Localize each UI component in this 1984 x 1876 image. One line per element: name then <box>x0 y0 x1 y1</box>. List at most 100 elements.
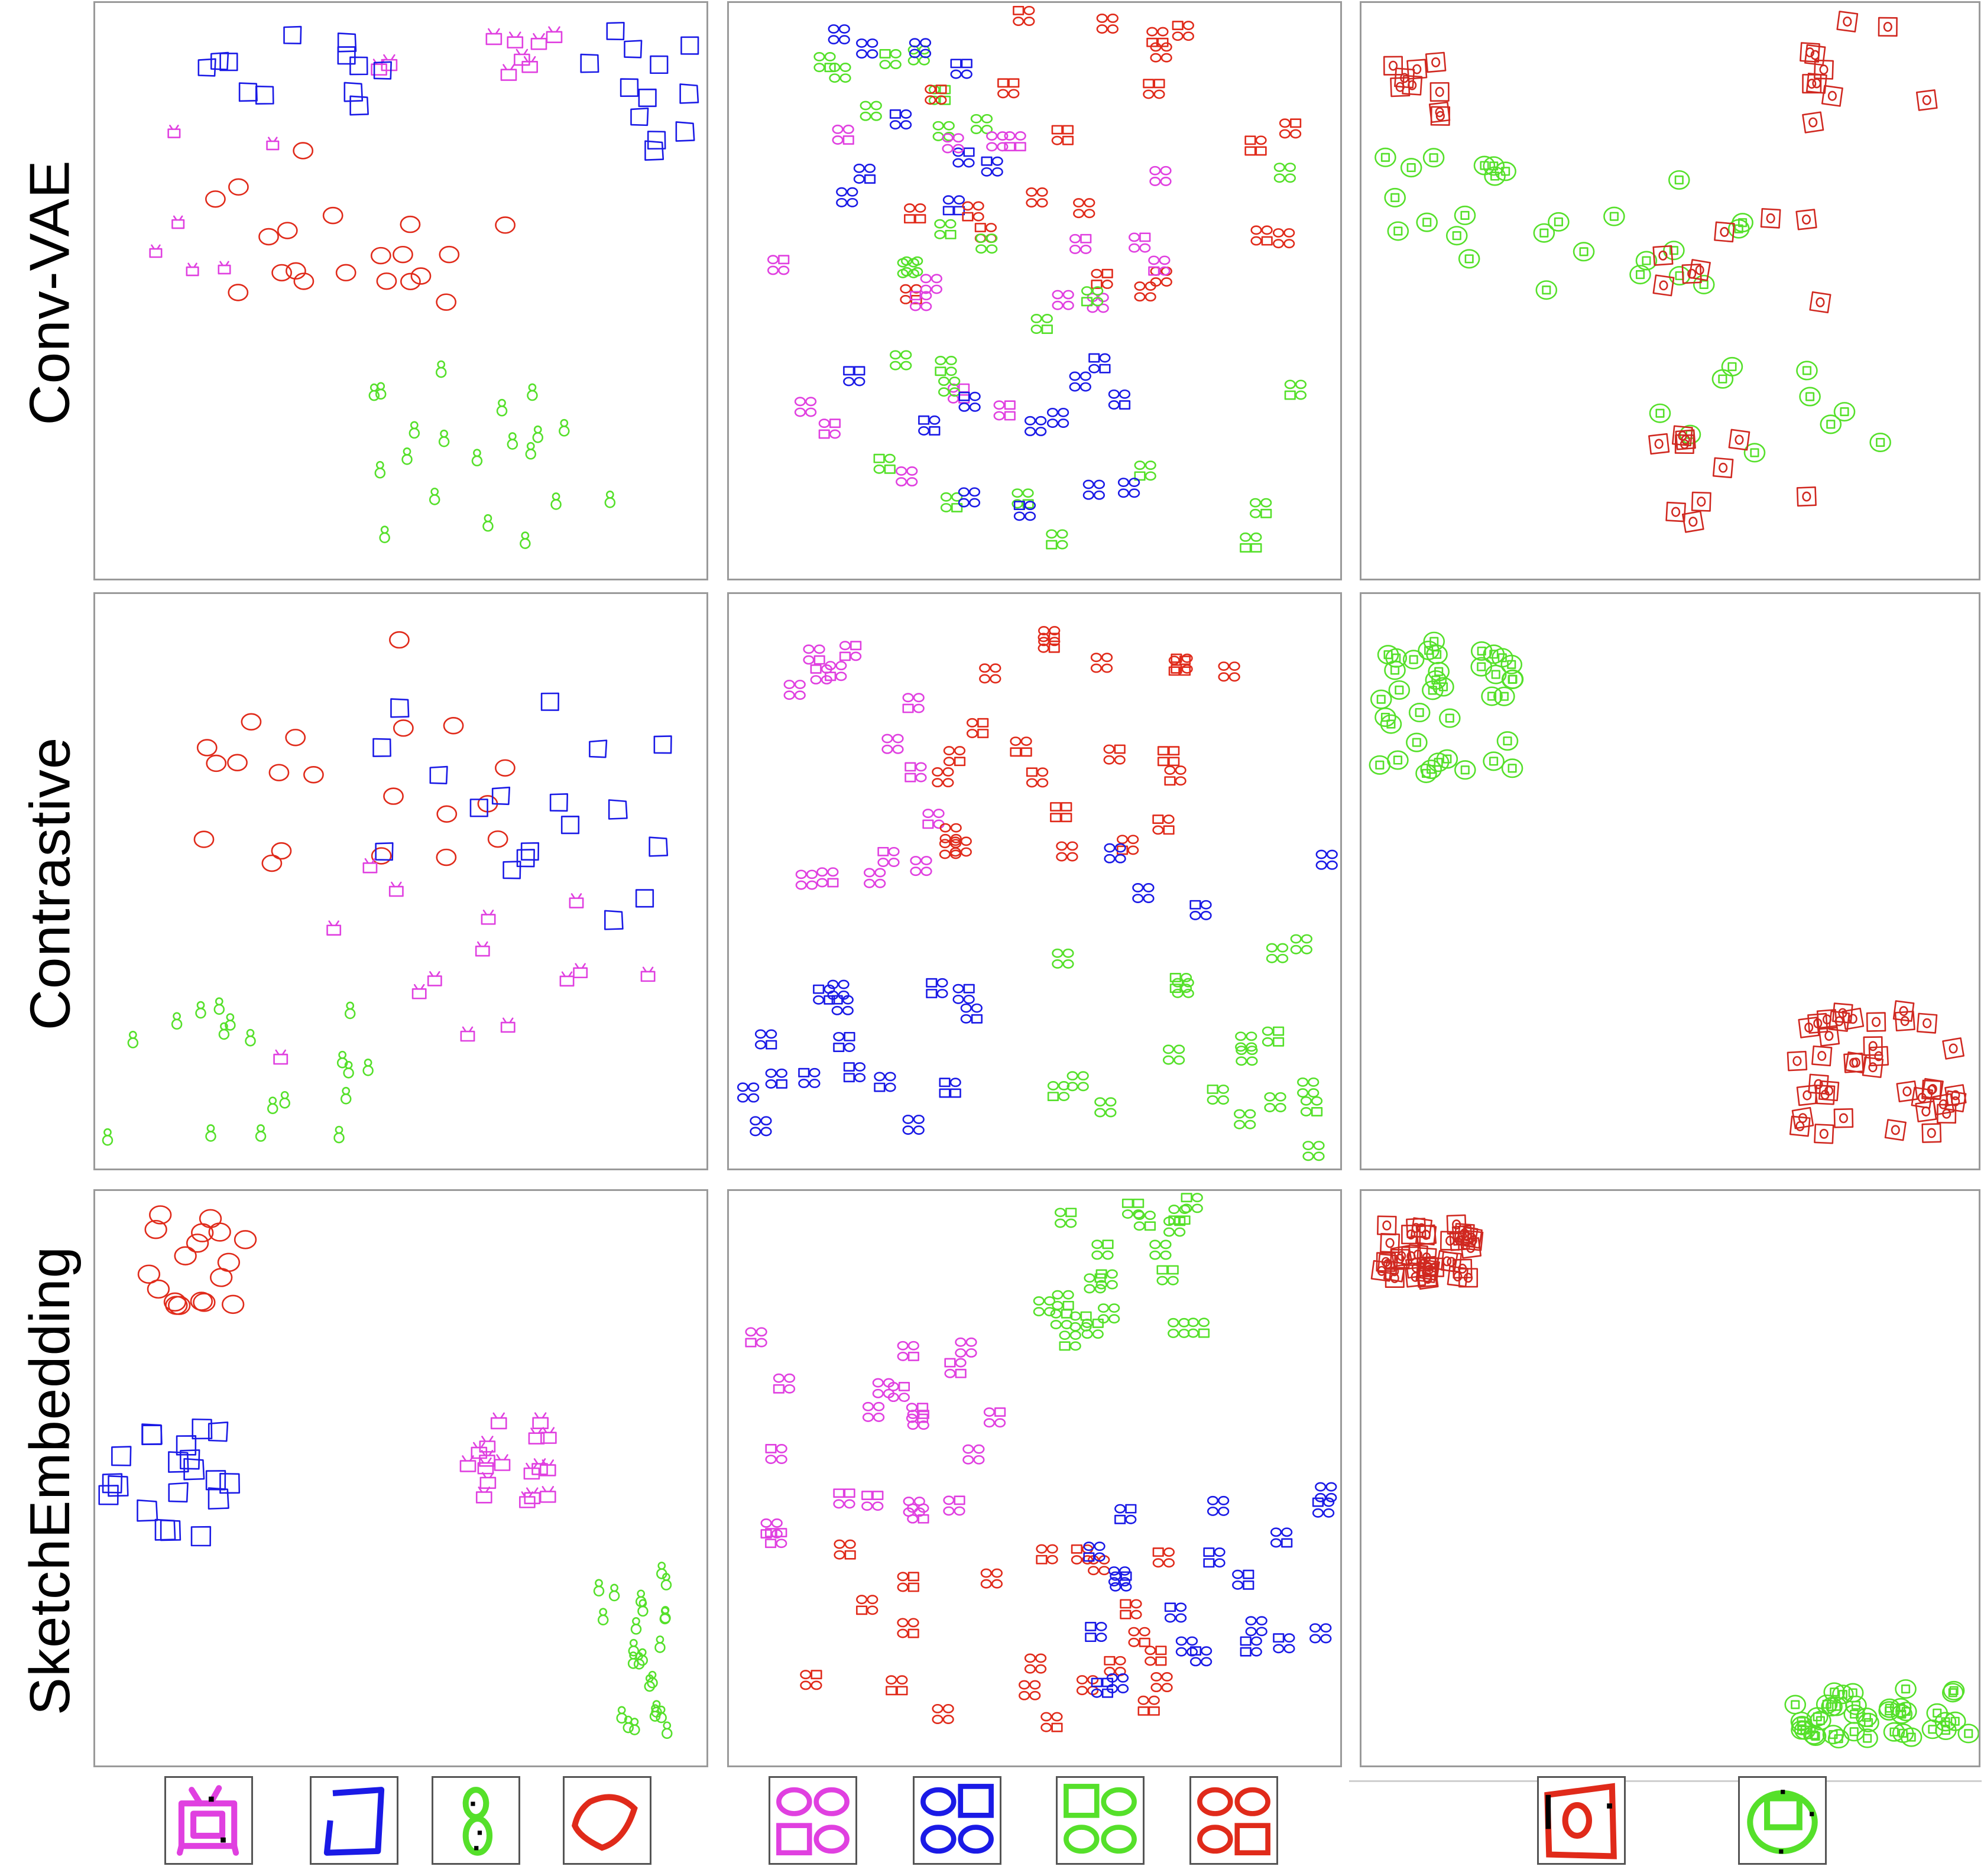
point-sic <box>1483 156 1505 176</box>
point-square <box>644 140 664 161</box>
point-sic <box>1668 170 1690 190</box>
point-sic <box>1869 432 1891 452</box>
point-tv <box>459 1455 476 1472</box>
point-square <box>372 738 391 757</box>
point-grid <box>1010 736 1032 757</box>
point-cis <box>1429 82 1450 102</box>
point-grid <box>1203 1547 1226 1568</box>
scatter-plot <box>1369 631 1967 1144</box>
point-sic <box>1732 213 1753 233</box>
point-snowman <box>647 1670 658 1689</box>
point-tv <box>186 262 199 277</box>
point-circle <box>271 264 292 282</box>
point-circle <box>436 805 458 823</box>
point-grid <box>897 1572 919 1592</box>
point-cis <box>1681 510 1704 533</box>
row-label-text: Conv-VAE <box>18 160 82 426</box>
point-square <box>647 131 666 150</box>
point-grid <box>1040 1712 1063 1732</box>
point-circle <box>393 719 414 737</box>
point-sic <box>1548 212 1570 232</box>
point-snowman <box>616 1706 627 1724</box>
point-square <box>630 107 649 126</box>
point-snowman <box>379 525 390 543</box>
panel-contrastive-nested <box>1360 592 1980 1170</box>
point-grid <box>960 1003 983 1024</box>
point-square <box>160 1519 181 1541</box>
point-grid <box>767 255 790 275</box>
point-square <box>349 95 369 116</box>
point-grid <box>1085 1622 1107 1643</box>
point-snowman <box>225 1013 236 1031</box>
point-square <box>197 58 216 77</box>
point-square <box>675 121 695 142</box>
point-square <box>503 861 521 879</box>
legend-magenta-grid-icon <box>769 1776 857 1865</box>
point-sic <box>1957 1724 1979 1744</box>
point-snowman <box>429 488 440 505</box>
point-snowman <box>532 425 544 443</box>
point-circle <box>258 228 279 246</box>
point-tv <box>569 893 584 908</box>
point-square <box>219 1472 241 1494</box>
point-circle <box>261 854 283 872</box>
point-square <box>606 21 625 41</box>
point-square <box>560 816 580 835</box>
point-grid <box>1175 1636 1198 1657</box>
point-grid <box>1081 286 1104 307</box>
point-cis <box>1818 1025 1840 1047</box>
point-sic <box>1415 763 1437 783</box>
point-tv <box>479 1436 496 1453</box>
point-grid <box>1104 1656 1126 1676</box>
point-grid <box>889 109 912 130</box>
point-sic <box>1370 689 1392 709</box>
point-cis <box>1791 1106 1814 1130</box>
point-sic <box>1380 714 1402 734</box>
point-grid <box>832 124 854 145</box>
point-circle <box>410 267 432 285</box>
point-square <box>680 36 699 55</box>
point-cis <box>1401 1225 1421 1245</box>
point-grid <box>745 1327 767 1348</box>
point-snowman <box>344 1001 356 1020</box>
point-grid <box>1121 1198 1145 1219</box>
point-sic <box>1388 680 1411 700</box>
point-sic <box>1842 1683 1864 1703</box>
point-cis <box>1691 491 1711 512</box>
point-snowman <box>550 492 562 510</box>
point-sic <box>1721 356 1743 377</box>
point-sic <box>1454 760 1476 780</box>
point-grid <box>1084 1273 1106 1294</box>
point-grid <box>1013 5 1035 26</box>
point-sic <box>1400 158 1422 178</box>
point-grid <box>1171 653 1193 674</box>
point-grid <box>932 1703 954 1724</box>
point-grid <box>1046 529 1068 550</box>
point-sic <box>1823 1682 1846 1702</box>
point-grid <box>1279 118 1302 139</box>
point-grid <box>1082 479 1106 500</box>
point-grid <box>918 415 941 436</box>
point-grid <box>1013 501 1036 521</box>
point-grid <box>1030 313 1053 334</box>
point-cis <box>1652 245 1674 266</box>
point-cis <box>1446 1214 1467 1235</box>
point-grid <box>879 49 902 70</box>
point-cis <box>1814 1124 1834 1144</box>
row-label-sketchembedding: SketchEmbedding <box>18 1188 82 1773</box>
point-grid <box>955 1337 977 1358</box>
point-cis <box>1714 221 1735 243</box>
panel-convvae-nested <box>1360 1 1980 580</box>
point-square <box>390 698 410 718</box>
point-tv <box>427 971 442 986</box>
point-grid <box>1050 802 1072 823</box>
point-circle <box>303 766 324 784</box>
point-tv <box>167 125 181 138</box>
point-tv <box>528 1427 545 1445</box>
point-grid <box>900 256 923 277</box>
point-grid <box>897 1618 919 1638</box>
point-grid <box>856 38 878 59</box>
point-sic <box>1423 631 1445 651</box>
point-cis <box>1411 1217 1433 1239</box>
point-square <box>608 799 628 820</box>
